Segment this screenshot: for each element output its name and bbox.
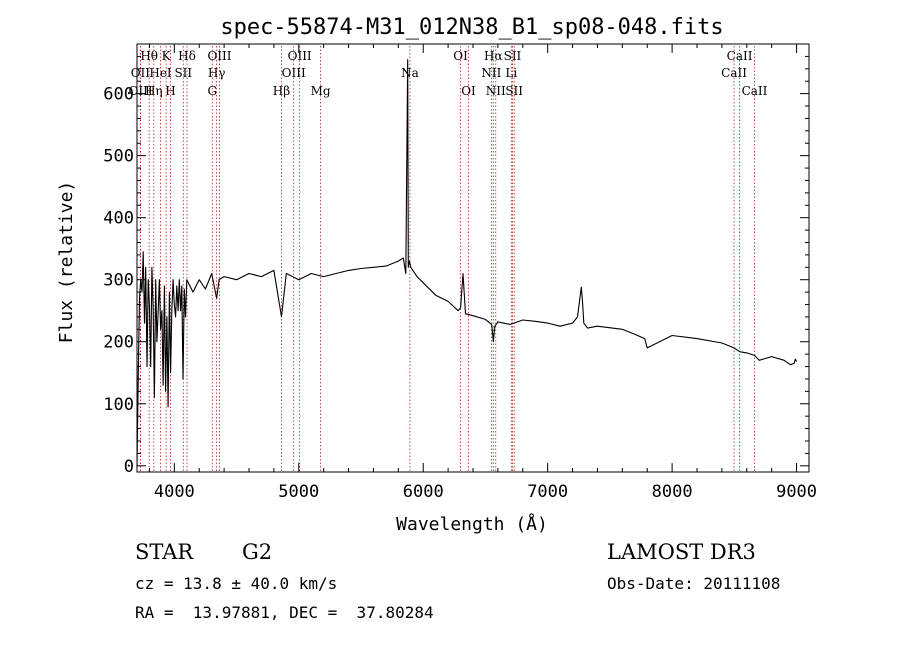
line-label: HeI: [149, 66, 172, 80]
line-label: Hγ: [208, 66, 226, 80]
line-markers: [139, 46, 755, 472]
coordinates-text: RA = 13.97881, DEC = 37.80284: [135, 603, 434, 622]
line-label: OI: [453, 49, 468, 63]
y-tick-label: 600: [103, 85, 134, 105]
y-axis-label: Flux (relative): [56, 181, 77, 344]
line-label: SII: [505, 84, 523, 98]
y-axis: 0 100 200 300 400 500 600: [103, 55, 809, 477]
line-label: CaII: [727, 49, 753, 63]
observation-date: Obs-Date: 20111108: [607, 574, 781, 593]
x-tick-label: 8000: [652, 482, 693, 502]
line-label: Mg: [311, 84, 331, 98]
plot-frame: [136, 43, 810, 473]
object-subclass: G2: [242, 540, 273, 564]
line-label: Hβ: [273, 84, 290, 98]
line-label: OII: [131, 66, 151, 80]
x-tick-label: 7000: [527, 482, 568, 502]
line-label: NII: [481, 66, 501, 80]
line-label: Hη: [145, 84, 163, 98]
y-tick-label: 300: [103, 271, 134, 291]
line-label: OIII: [129, 84, 153, 98]
x-axis-label: Wavelength (Å): [396, 513, 548, 535]
y-tick-label: 500: [103, 147, 134, 167]
line-label: OI: [461, 84, 476, 98]
chart-title: spec-55874-M31_012N38_B1_sp08-048.fits: [220, 15, 723, 40]
line-label: H: [165, 84, 175, 98]
line-label: Hδ: [178, 49, 196, 63]
y-tick-label: 200: [103, 333, 134, 353]
spectrum-line: [136, 58, 798, 466]
x-tick-label: 6000: [403, 482, 444, 502]
y-tick-label: 0: [124, 457, 134, 477]
line-label: Hθ: [140, 49, 158, 63]
line-label: OIII: [282, 66, 306, 80]
line-label: OIII: [288, 49, 312, 63]
line-label: SII: [504, 49, 522, 63]
survey-name: LAMOST DR3: [607, 540, 756, 564]
y-tick-label: 100: [103, 395, 134, 415]
x-tick-label: 9000: [776, 482, 817, 502]
y-tick-label: 400: [103, 209, 134, 229]
line-label: OIII: [207, 49, 231, 63]
line-label: Li: [505, 66, 517, 80]
line-label: SII: [174, 66, 192, 80]
object-class: STAR: [135, 540, 194, 564]
line-label: CaII: [742, 84, 768, 98]
line-label: Hα: [484, 49, 503, 63]
line-label: NII: [486, 84, 506, 98]
redshift-text: cz = 13.8 ± 40.0 km/s: [135, 574, 338, 593]
line-label: CaII: [721, 66, 747, 80]
x-tick-label: 5000: [278, 482, 319, 502]
x-tick-label: 4000: [154, 482, 195, 502]
line-label: G: [207, 84, 217, 98]
line-label: Na: [401, 66, 419, 80]
x-axis: 4000 5000 6000 7000 8000 9000: [148, 44, 817, 502]
line-label: K: [162, 49, 172, 63]
